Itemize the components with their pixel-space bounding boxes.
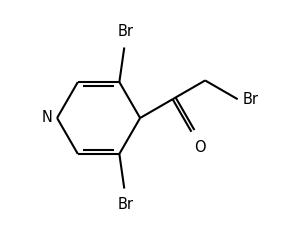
Text: Br: Br [243, 92, 259, 107]
Text: N: N [41, 110, 52, 125]
Text: Br: Br [117, 197, 133, 212]
Text: Br: Br [117, 24, 133, 39]
Text: O: O [194, 140, 206, 155]
